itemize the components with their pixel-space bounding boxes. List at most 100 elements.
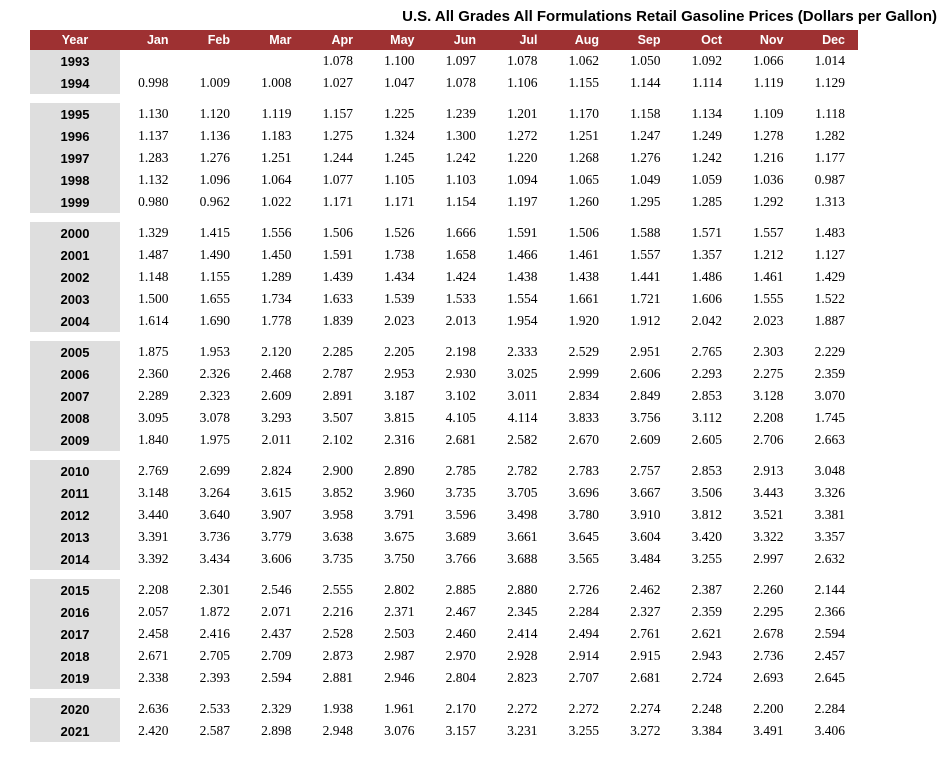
price-cell-2007-sep: 2.849	[630, 388, 661, 403]
year-cell-2020: 2020	[30, 698, 120, 720]
price-cell-2009-apr: 2.102	[322, 432, 353, 447]
price-cell-2018-jul: 2.928	[507, 648, 538, 663]
price-cell-2014-may: 3.750	[384, 551, 415, 566]
year-cell-1997: 1997	[30, 147, 120, 169]
price-cell-2006-nov: 2.275	[753, 366, 784, 381]
price-cell-1997-mar: 1.251	[261, 150, 292, 165]
price-cell-2020-dec: 2.284	[814, 701, 845, 716]
price-cell-2011-jun: 3.735	[445, 485, 476, 500]
year-cell-2019: 2019	[30, 667, 120, 689]
price-cell-1996-sep: 1.247	[630, 128, 661, 143]
price-cell-2018-apr: 2.873	[322, 648, 353, 663]
price-cell-2011-jul: 3.705	[507, 485, 538, 500]
price-cell-2010-nov: 2.913	[753, 463, 784, 478]
price-cell-1994-jul: 1.106	[507, 75, 538, 90]
price-cell-2008-apr: 3.507	[322, 410, 353, 425]
price-cell-1993-oct: 1.092	[691, 53, 722, 68]
price-cell-1996-dec: 1.282	[814, 128, 845, 143]
price-cell-2014-mar: 3.606	[261, 551, 292, 566]
price-cell-2014-apr: 3.735	[322, 551, 353, 566]
year-cell-2007: 2007	[30, 385, 120, 407]
price-cell-2003-jun: 1.533	[445, 291, 476, 306]
price-cell-2006-sep: 2.606	[630, 366, 661, 381]
price-cell-2001-jul: 1.466	[507, 247, 538, 262]
table-row-2002: 2002 1.148 1.155 1.289 1.439 1.434 1.424 1.438 1…	[30, 266, 858, 288]
price-cell-2000-feb: 1.415	[199, 225, 230, 240]
price-cell-2020-apr: 1.938	[322, 701, 353, 716]
price-cell-1999-apr: 1.171	[322, 194, 353, 209]
price-cell-1993-apr: 1.078	[322, 53, 353, 68]
price-cell-2008-jan: 3.095	[138, 410, 169, 425]
price-cell-1996-apr: 1.275	[322, 128, 353, 143]
price-cell-2000-jun: 1.666	[445, 225, 476, 240]
price-cell-1999-nov: 1.292	[753, 194, 784, 209]
price-cell-1996-nov: 1.278	[753, 128, 784, 143]
price-cell-2013-mar: 3.779	[261, 529, 292, 544]
price-cell-2020-nov: 2.200	[753, 701, 784, 716]
price-cell-1994-nov: 1.119	[753, 75, 784, 90]
price-cell-2021-sep: 3.272	[630, 723, 661, 738]
price-cell-2014-jul: 3.688	[507, 551, 538, 566]
price-cell-1999-jul: 1.197	[507, 194, 538, 209]
table-row-1999: 1999 0.980 0.962 1.022 1.171 1.171 1.154 1.197 1…	[30, 191, 858, 213]
year-cell-2021: 2021	[30, 720, 120, 742]
price-cell-2007-jan: 2.289	[138, 388, 169, 403]
price-cell-2004-may: 2.023	[384, 313, 415, 328]
price-cell-2013-apr: 3.638	[322, 529, 353, 544]
group-spacer	[30, 213, 858, 222]
price-cell-2015-jul: 2.880	[507, 582, 538, 597]
price-cell-2003-may: 1.539	[384, 291, 415, 306]
price-cell-2001-jan: 1.487	[138, 247, 169, 262]
price-cell-2013-may: 3.675	[384, 529, 415, 544]
price-cell-2002-oct: 1.486	[691, 269, 722, 284]
price-cell-2004-mar: 1.778	[261, 313, 292, 328]
price-cell-2008-sep: 3.756	[630, 410, 661, 425]
price-cell-2002-jul: 1.438	[507, 269, 538, 284]
price-cell-2021-jan: 2.420	[138, 723, 169, 738]
year-cell-2003: 2003	[30, 288, 120, 310]
price-cell-2017-jan: 2.458	[138, 626, 169, 641]
table-row-1993: 1993 1.078 1.100 1.097 1.078 1.062 1.050 1.092 1…	[30, 50, 858, 72]
price-cell-2007-jul: 3.011	[507, 388, 538, 403]
price-cell-2002-apr: 1.439	[322, 269, 353, 284]
price-cell-2012-oct: 3.812	[691, 507, 722, 522]
price-cell-1993-mar	[243, 50, 305, 72]
price-cell-1993-jun: 1.097	[445, 53, 476, 68]
price-cell-2006-jul: 3.025	[507, 366, 538, 381]
price-cell-2001-dec: 1.127	[814, 247, 845, 262]
table-row-2013: 2013 3.391 3.736 3.779 3.638 3.675 3.689 3.661 3…	[30, 526, 858, 548]
header-row: Year Jan Feb Mar Apr May Jun Jul Aug Sep Oct Nov Dec	[30, 30, 858, 50]
price-cell-2019-nov: 2.693	[753, 670, 784, 685]
price-cell-2015-mar: 2.546	[261, 582, 292, 597]
price-cell-2018-aug: 2.914	[568, 648, 599, 663]
price-cell-2007-mar: 2.609	[261, 388, 292, 403]
price-cell-2006-apr: 2.787	[322, 366, 353, 381]
price-cell-2005-feb: 1.953	[199, 344, 230, 359]
price-cell-2019-oct: 2.724	[691, 670, 722, 685]
table-row-2009: 2009 1.840 1.975 2.011 2.102 2.316 2.681 2.582 2…	[30, 429, 858, 451]
price-cell-2006-jun: 2.930	[445, 366, 476, 381]
price-cell-2003-nov: 1.555	[753, 291, 784, 306]
price-cell-2009-oct: 2.605	[691, 432, 722, 447]
price-cell-2002-sep: 1.441	[630, 269, 661, 284]
price-cell-2010-mar: 2.824	[261, 463, 292, 478]
price-cell-2015-feb: 2.301	[199, 582, 230, 597]
price-cell-1996-may: 1.324	[384, 128, 415, 143]
price-cell-2016-mar: 2.071	[261, 604, 292, 619]
price-cell-2014-feb: 3.434	[199, 551, 230, 566]
price-cell-2005-jun: 2.198	[445, 344, 476, 359]
price-cell-2021-may: 3.076	[384, 723, 415, 738]
price-cell-2010-jul: 2.782	[507, 463, 538, 478]
price-cell-2021-oct: 3.384	[691, 723, 722, 738]
price-cell-2020-aug: 2.272	[568, 701, 599, 716]
year-cell-2014: 2014	[30, 548, 120, 570]
price-cell-2008-jul: 4.114	[507, 410, 538, 425]
group-spacer	[30, 451, 858, 460]
price-cell-2006-aug: 2.999	[568, 366, 599, 381]
price-cell-2010-sep: 2.757	[630, 463, 661, 478]
price-cell-1999-feb: 0.962	[199, 194, 230, 209]
price-cell-2002-jun: 1.424	[445, 269, 476, 284]
price-cell-2008-may: 3.815	[384, 410, 415, 425]
price-cell-1997-may: 1.245	[384, 150, 415, 165]
price-cell-2003-sep: 1.721	[630, 291, 661, 306]
